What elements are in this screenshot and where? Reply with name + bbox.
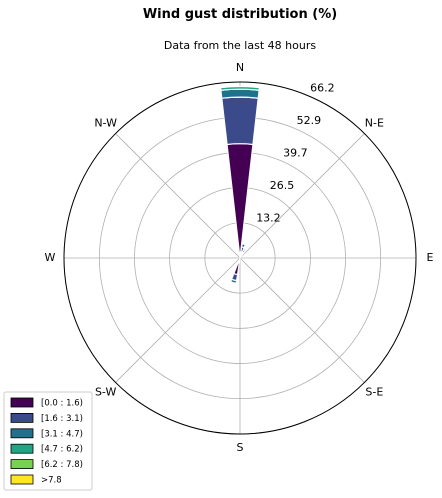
grid-spoke-s-e bbox=[239, 257, 365, 383]
legend-label-3: [4.7 : 6.2) bbox=[41, 445, 83, 455]
direction-label-s: S bbox=[237, 441, 244, 454]
bar-sector-0-bin-1 bbox=[221, 96, 259, 146]
direction-label-s-e: S-E bbox=[365, 385, 383, 398]
direction-label-e: E bbox=[427, 251, 434, 264]
bar-sector-3-bin-0 bbox=[233, 257, 241, 276]
direction-label-n-e: N-E bbox=[365, 117, 384, 130]
radial-tick-labels: 13.2 26.5 39.7 52.9 66.2 bbox=[256, 82, 334, 225]
legend-swatch-2 bbox=[10, 428, 34, 439]
radial-tick-label-0: 13.2 bbox=[256, 212, 281, 225]
radial-tick-label-1: 26.5 bbox=[270, 179, 295, 192]
grid-spoke-n-e bbox=[239, 133, 365, 259]
bar-sector-2-bin-2 bbox=[242, 247, 247, 253]
grid-spoke-n-w bbox=[115, 133, 241, 259]
legend-swatch-1 bbox=[10, 412, 34, 423]
direction-label-w: W bbox=[45, 251, 56, 264]
legend-label-5: >7.8 bbox=[41, 476, 62, 486]
chart-subtitle: Data from the last 48 hours bbox=[164, 39, 316, 52]
legend-swatch-5 bbox=[10, 474, 34, 485]
polar-frame bbox=[63, 81, 417, 435]
legend-swatch-3 bbox=[10, 443, 34, 454]
legend-label-0: [0.0 : 1.6) bbox=[41, 399, 83, 409]
chart-title: Wind gust distribution (%) bbox=[143, 7, 337, 22]
bar-sector-0-bin-2 bbox=[220, 88, 260, 99]
direction-label-n-w: N-W bbox=[94, 117, 117, 130]
legend-label-4: [6.2 : 7.8) bbox=[41, 460, 83, 470]
direction-labels: N N-E E S-E S S-W W N-W bbox=[45, 61, 434, 454]
bar-sector-1-bin-2 bbox=[240, 243, 247, 249]
legend-label-2: [3.1 : 4.7) bbox=[41, 429, 83, 439]
radial-tick-label-3: 52.9 bbox=[297, 114, 322, 127]
direction-label-n: N bbox=[236, 61, 244, 74]
legend-swatch-4 bbox=[10, 459, 34, 470]
radial-tick-label-2: 39.7 bbox=[283, 147, 308, 160]
bar-sector-3-bin-2 bbox=[229, 278, 238, 284]
legend-swatch-0 bbox=[10, 397, 34, 408]
bar-sector-0-bin-0 bbox=[226, 143, 254, 259]
bar-sector-0-bin-3 bbox=[219, 85, 261, 91]
polar-outline bbox=[63, 81, 417, 435]
legend-label-1: [1.6 : 3.1) bbox=[41, 414, 83, 424]
wind-bars bbox=[219, 85, 261, 284]
grid-spoke-s-w bbox=[115, 257, 241, 383]
legend: [0.0 : 1.6) [1.6 : 3.1) [3.1 : 4.7) [4.7 : … bbox=[3, 391, 93, 491]
radial-tick-label-4: 66.2 bbox=[310, 82, 335, 95]
direction-label-s-w: S-W bbox=[95, 385, 117, 398]
